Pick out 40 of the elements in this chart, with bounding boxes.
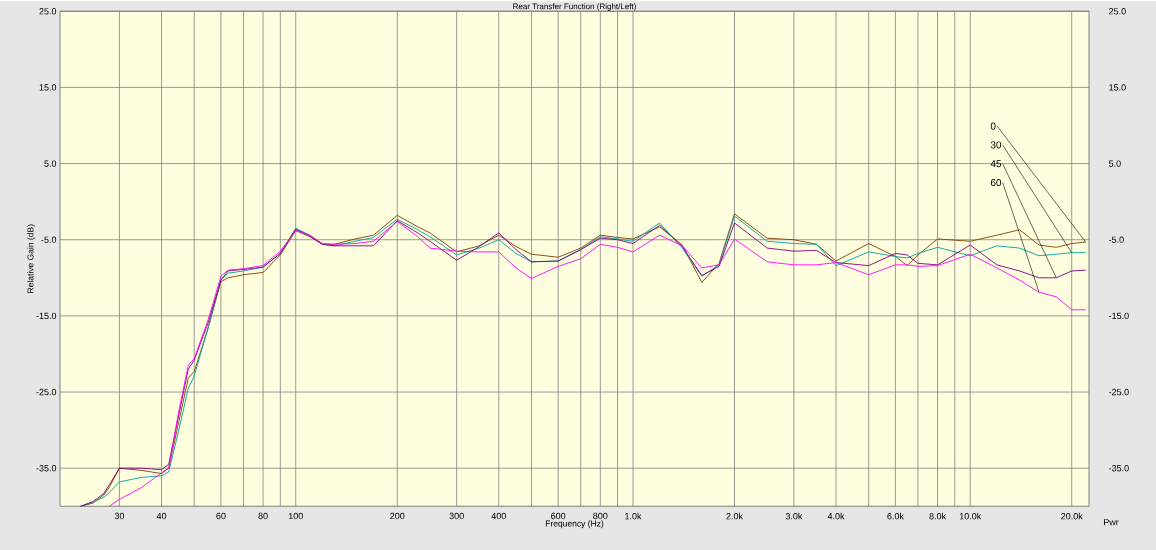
x-tick-label: 80 (258, 512, 268, 520)
x-tick-label: 60 (216, 512, 226, 520)
x-tick-label: 4.0k (827, 512, 845, 520)
text: 60 (990, 178, 1002, 186)
y-tick-label: -35.0 (36, 464, 57, 472)
y-tick-label: 5.0 (44, 160, 57, 167)
x-tick-label: 1.0k (625, 512, 642, 520)
y2-tick-label: 15.0 (1109, 84, 1126, 91)
x-tick-label: 30 (114, 512, 125, 520)
x-tick-label: 10.0k (959, 512, 982, 520)
x-axis-title: Frequency (Hz) (545, 520, 604, 529)
y-tick-label: -15.0 (36, 312, 57, 319)
y2-tick-label: 25.0 (1109, 7, 1126, 15)
text: 30 (990, 141, 1002, 149)
x-tick-label: 8.0k (929, 512, 947, 520)
x-tick-label: 300 (449, 512, 464, 520)
text: 0 (990, 122, 996, 130)
y-tick-label: -5.0 (41, 236, 57, 243)
x-tick-label: 800 (593, 512, 608, 520)
y2-tick-label: -25.0 (1109, 388, 1129, 396)
y2-tick-label: -5.0 (1109, 236, 1124, 243)
x-tick-label: 40 (156, 512, 167, 520)
x-tick-label: 2.0k (726, 512, 744, 520)
text: Pwr (1103, 519, 1119, 526)
x-tick-label: 200 (390, 512, 405, 520)
y-tick-label: 15.0 (39, 84, 57, 91)
x-tick-label: 400 (491, 512, 506, 520)
y-tick-label: -25.0 (36, 388, 57, 396)
x-tick-label: 600 (551, 512, 566, 520)
y2-tick-label: 5.0 (1108, 160, 1121, 167)
y-tick-label: 25.0 (39, 7, 57, 15)
x-tick-label: 6.0k (887, 512, 904, 520)
y-axis-title: Relative Gain (dB) (27, 224, 36, 293)
x-tick-label: 100 (288, 512, 303, 520)
y2-tick-label: -15.0 (1109, 312, 1129, 319)
x-tick-label: 3.0k (785, 512, 803, 520)
y2-tick-label: -35.0 (1109, 464, 1129, 472)
chart-title: Rear Transfer Function (Right/Left) (513, 3, 636, 11)
x-tick-label: 20.0k (1061, 512, 1083, 520)
text: 45 (990, 160, 1002, 168)
